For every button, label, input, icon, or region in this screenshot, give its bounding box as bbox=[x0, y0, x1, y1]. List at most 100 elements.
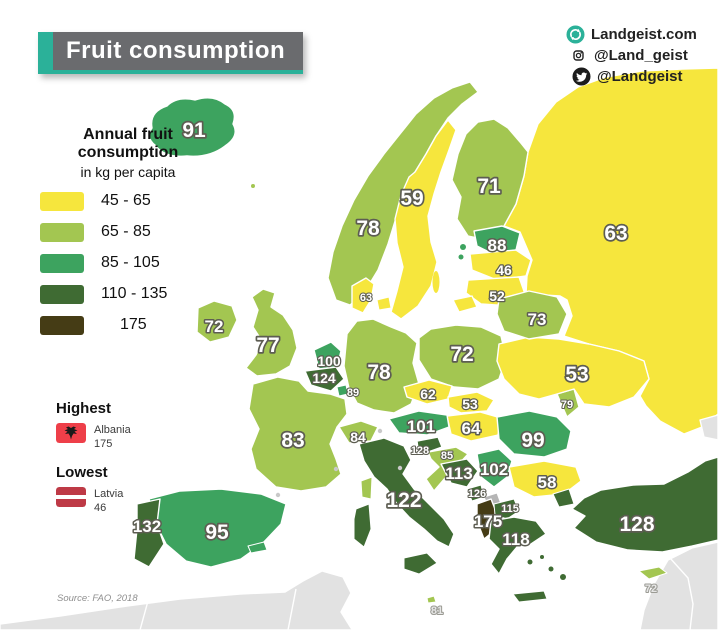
value-label-latvia: 46 bbox=[496, 262, 512, 278]
island-sardinia bbox=[353, 503, 372, 548]
microstate-sanmarino-dot bbox=[397, 465, 403, 471]
legend-row-5: 175 bbox=[40, 315, 216, 335]
country-luxembourg bbox=[336, 384, 349, 397]
legend-swatch-45-65 bbox=[40, 191, 84, 211]
country-france bbox=[248, 376, 348, 492]
legend-label-110-135: 110 - 135 bbox=[101, 285, 168, 303]
highest-block: Highest Albania 175 bbox=[56, 400, 131, 452]
island-balearic bbox=[247, 541, 268, 554]
country-greece bbox=[488, 516, 547, 575]
lowest-heading: Lowest bbox=[56, 464, 108, 481]
legend-label-175: 175 bbox=[120, 316, 147, 334]
twitter-icon bbox=[572, 67, 591, 86]
country-uk bbox=[245, 288, 298, 377]
microstate-liechtenstein-dot bbox=[377, 428, 383, 434]
legend-row-4: 110 - 135 bbox=[40, 284, 216, 304]
value-label-croatia: 85 bbox=[441, 450, 453, 462]
instagram-handle: @Land_geist bbox=[594, 47, 688, 64]
value-label-germany: 78 bbox=[367, 361, 391, 384]
island-saaremaa bbox=[460, 244, 466, 250]
value-label-albania: 175 bbox=[474, 512, 502, 531]
country-denmark bbox=[351, 277, 375, 314]
value-label-slovenia: 128 bbox=[411, 445, 429, 457]
microstate-monaco-dot bbox=[333, 466, 339, 472]
title-banner: Fruit consumption bbox=[38, 32, 304, 74]
country-mideast-nodata bbox=[639, 541, 718, 630]
value-label-greece: 118 bbox=[502, 530, 529, 549]
value-label-italy: 122 bbox=[386, 489, 421, 512]
legend-row-3: 85 - 105 bbox=[40, 253, 216, 273]
africa-border-2 bbox=[287, 588, 297, 630]
value-label-finland: 71 bbox=[477, 175, 501, 198]
country-iceland bbox=[148, 97, 236, 157]
country-turkey-thrace bbox=[552, 488, 575, 508]
legend-title-line2: consumption bbox=[77, 144, 179, 162]
legend-label-45-65: 45 - 65 bbox=[101, 192, 151, 210]
country-belarus bbox=[496, 290, 568, 340]
value-label-north-macedonia: 115 bbox=[501, 503, 519, 515]
albania-flag-icon bbox=[56, 423, 86, 443]
island-aegean-2 bbox=[540, 555, 544, 559]
legend: Annual fruit consumption in kg per capit… bbox=[40, 126, 216, 335]
country-italy bbox=[358, 437, 455, 548]
country-turkey bbox=[571, 456, 718, 553]
instagram-row: @Land_geist bbox=[569, 45, 697, 66]
value-label-turkey: 128 bbox=[619, 513, 654, 536]
value-label-uk: 77 bbox=[256, 334, 279, 357]
country-latvia bbox=[469, 249, 532, 281]
country-netherlands bbox=[313, 341, 342, 370]
value-label-poland: 72 bbox=[450, 343, 473, 366]
legend-swatch-110-135 bbox=[40, 284, 84, 304]
country-belgium bbox=[304, 366, 345, 392]
instagram-icon bbox=[569, 46, 588, 65]
country-caucasus-nodata bbox=[699, 414, 718, 441]
value-label-austria: 101 bbox=[407, 417, 435, 436]
value-label-belgium: 124 bbox=[312, 370, 336, 386]
value-label-bulgaria: 58 bbox=[538, 473, 557, 492]
island-aegean-1 bbox=[527, 559, 533, 565]
country-portugal bbox=[133, 498, 165, 568]
value-label-netherlands: 100 bbox=[317, 353, 341, 369]
value-label-denmark: 63 bbox=[360, 292, 372, 304]
value-label-russia: 63 bbox=[604, 222, 627, 245]
legend-swatch-65-85 bbox=[40, 222, 84, 242]
value-label-serbia: 102 bbox=[480, 460, 508, 479]
country-ireland bbox=[196, 300, 238, 343]
microstate-andorra-dot bbox=[275, 492, 281, 498]
island-crete bbox=[512, 590, 548, 603]
island-rhodes bbox=[560, 574, 566, 580]
title-bar: Fruit consumption bbox=[53, 32, 304, 70]
value-labels-layer: 91 78 59 71 63 88 46 52 63 72 77 100 124… bbox=[131, 117, 658, 618]
latvia-flag-icon bbox=[56, 487, 86, 507]
value-label-montenegro: 126 bbox=[468, 488, 486, 500]
value-label-ireland: 72 bbox=[205, 317, 224, 336]
highest-country: Albania bbox=[94, 424, 131, 436]
highest-heading: Highest bbox=[56, 400, 112, 417]
mideast-border bbox=[669, 557, 694, 630]
value-label-luxembourg: 89 bbox=[347, 387, 359, 399]
country-bosnia bbox=[440, 458, 479, 488]
legend-swatch-175 bbox=[40, 315, 84, 335]
island-zealand bbox=[376, 296, 392, 311]
lowest-value: 46 bbox=[94, 502, 107, 515]
island-faroe bbox=[251, 184, 255, 188]
country-north-macedonia bbox=[493, 498, 520, 520]
island-corsica bbox=[360, 476, 373, 500]
twitter-row: @Landgeist bbox=[572, 66, 697, 87]
island-gotland bbox=[432, 271, 440, 293]
value-label-malta: 81 bbox=[431, 605, 443, 617]
value-label-hungary: 64 bbox=[462, 419, 481, 438]
value-label-estonia: 88 bbox=[488, 236, 507, 255]
legend-subtitle: in kg per capita bbox=[80, 163, 176, 180]
branding-block: Landgeist.com @Land_geist @Landgeist bbox=[566, 24, 697, 87]
value-label-lithuania: 52 bbox=[489, 288, 505, 304]
country-switzerland bbox=[338, 420, 379, 444]
value-label-france: 83 bbox=[281, 429, 304, 452]
africa-border-1 bbox=[139, 600, 149, 630]
legend-label-65-85: 65 - 85 bbox=[101, 223, 151, 241]
source-note: Source: FAO, 2018 bbox=[57, 593, 138, 604]
legend-label-85-105: 85 - 105 bbox=[101, 254, 160, 272]
value-label-belarus: 73 bbox=[528, 310, 547, 329]
